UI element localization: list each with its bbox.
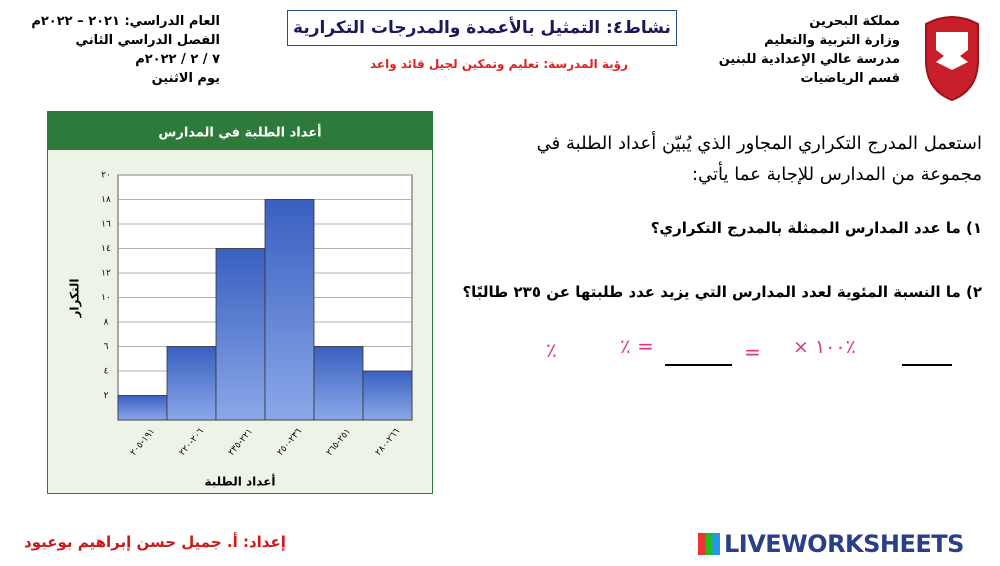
y-tick-label: ١٤ (101, 244, 111, 254)
answer-multiplier: ٪١٠٠ × (793, 336, 856, 358)
semester: الفصل الدراسي الثاني (75, 33, 220, 48)
answer-percent: ٪ (546, 338, 557, 362)
bar (117, 395, 168, 421)
header-right: مملكة البحرين وزارة التربية والتعليم مدر… (719, 12, 900, 88)
y-tick-label: ١٦ (101, 220, 111, 230)
y-axis-label: التكرار (68, 279, 82, 319)
brand: LIVEWORKSHEETS (698, 530, 964, 558)
instruction-line: مجموعة من المدارس للإجابة عما يأتي: (691, 164, 982, 185)
y-tick-label: ٦ (104, 342, 109, 352)
bar (166, 346, 217, 421)
blank (902, 364, 952, 366)
brand-icon (698, 533, 720, 555)
blank (665, 364, 732, 366)
chart: أعداد الطلبة في المدارس أعداد الطلبة الت… (47, 111, 433, 494)
bar (264, 199, 315, 421)
y-tick-label: ١٠ (101, 293, 111, 303)
day: يوم الاثنين (151, 71, 220, 86)
header-left: العام الدراسي: ٢٠٢١ – ٢٠٢٢م الفصل الدراس… (31, 12, 220, 88)
school: مدرسة عالي الإعدادية للبنين (718, 52, 900, 67)
instructions: استعمل المدرج التكراري المجاور الذي يُبي… (537, 128, 982, 190)
instruction-line: استعمل المدرج التكراري المجاور الذي يُبي… (536, 133, 982, 154)
y-tick-label: ٨ (104, 318, 109, 328)
bar (313, 346, 364, 421)
chart-title: أعداد الطلبة في المدارس (158, 124, 321, 141)
vision: رؤية المدرسة: تعليم وتمكين لجيل قائد واع… (370, 57, 629, 71)
brand-text: LIVEWORKSHEETS (724, 530, 964, 558)
emblem (925, 16, 979, 102)
question: ١) ما عدد المدارس الممثلة بالمدرج التكرا… (650, 219, 982, 237)
y-tick-label: ١٨ (101, 195, 111, 205)
y-tick-label: ٢ (104, 391, 109, 401)
title: نشاط٤: التمثيل بالأعمدة والمدرجات التكرا… (287, 10, 677, 46)
department: قسم الرياضيات (800, 71, 900, 86)
year: العام الدراسي: ٢٠٢١ – ٢٠٢٢م (31, 14, 220, 29)
x-axis-label: أعداد الطلبة (204, 474, 275, 489)
y-tick-label: ٢٠ (101, 171, 111, 181)
ministry: وزارة التربية والتعليم (764, 33, 900, 48)
date: ٧ / ٢ / ٢٠٢٢م (135, 52, 220, 67)
question: ٢) ما النسبة المئوية لعدد المدارس التي ي… (462, 283, 982, 301)
kingdom: مملكة البحرين (809, 14, 900, 29)
y-tick-label: ١٢ (101, 269, 111, 279)
answer-equals: = (744, 340, 761, 364)
bar (215, 248, 266, 421)
bar (362, 370, 413, 421)
y-tick-label: ٤ (104, 367, 109, 377)
answer-equals: = ٪ (620, 334, 654, 358)
author: إعداد: أ. جميل حسن إبراهيم بوعبود (24, 533, 286, 551)
